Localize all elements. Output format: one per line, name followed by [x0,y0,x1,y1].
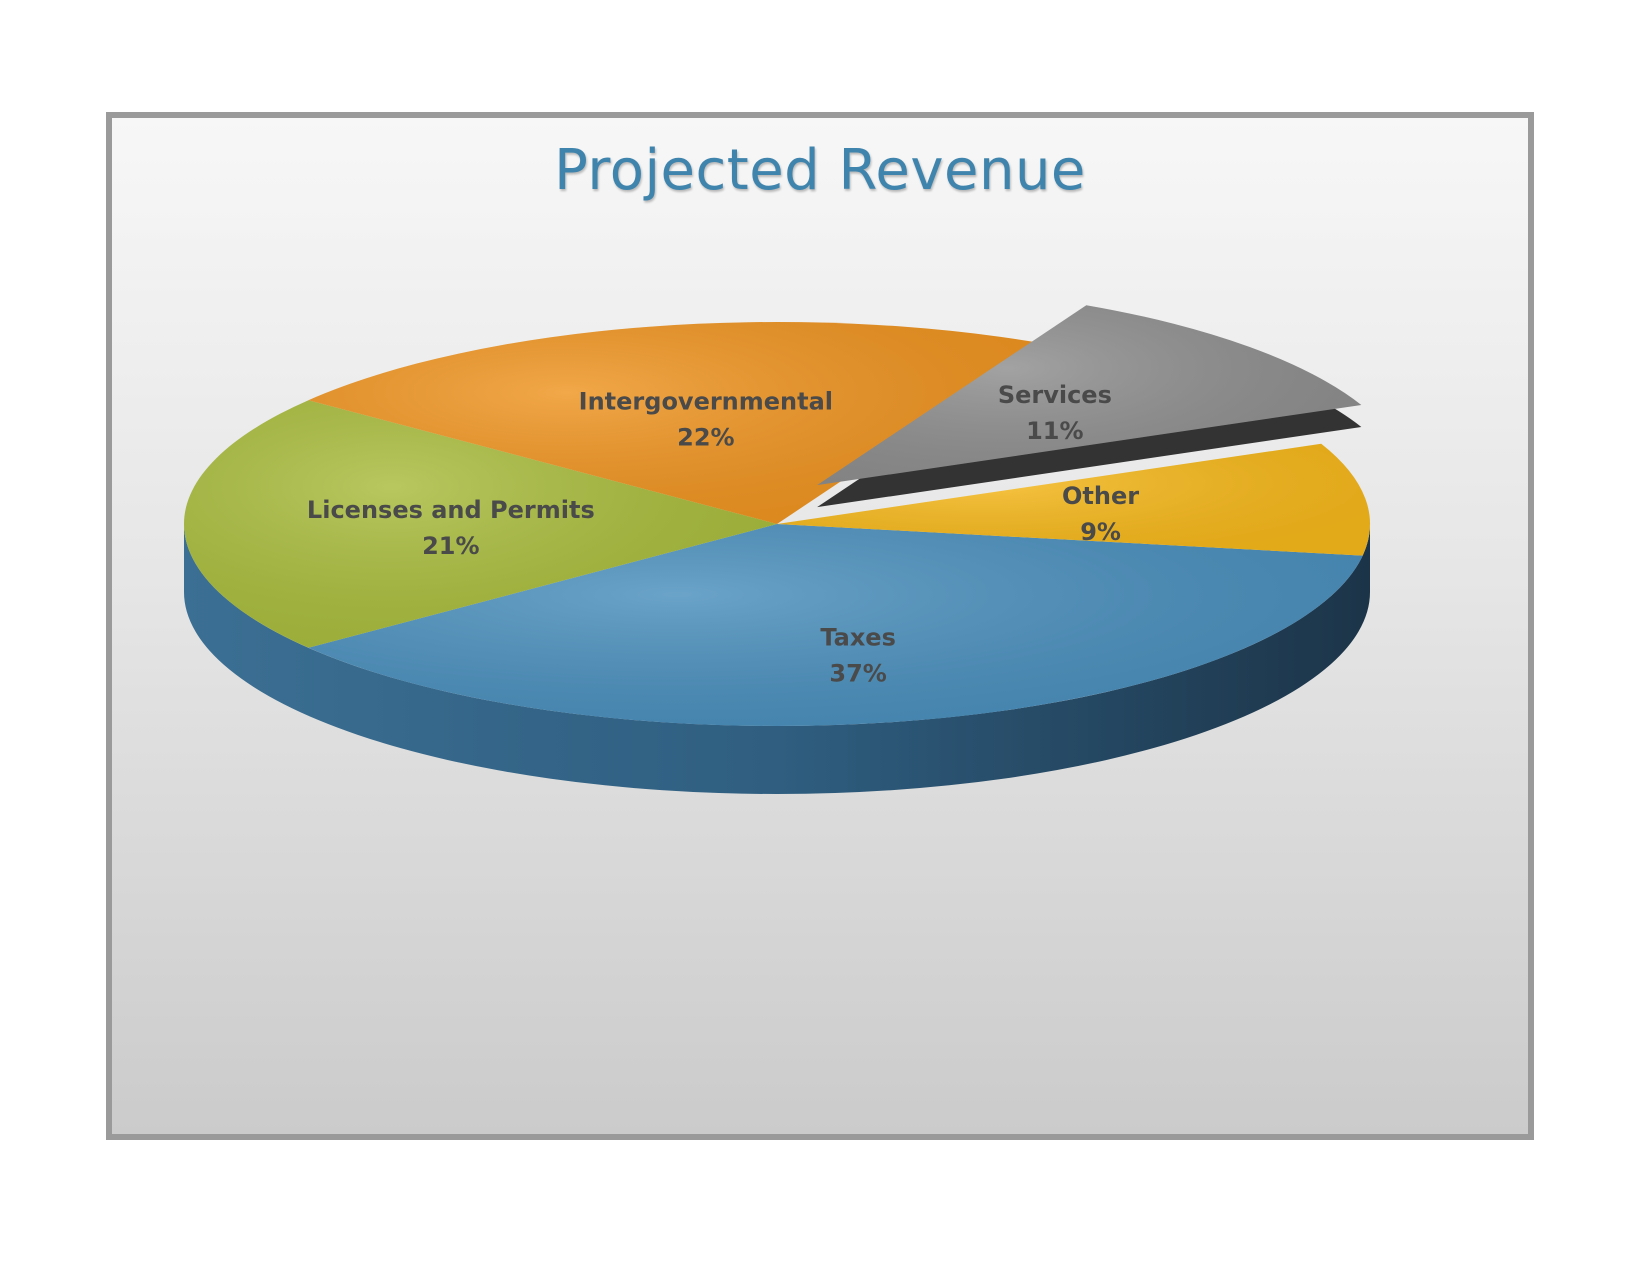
slice-label-percent: 21% [422,532,479,560]
slice-label-name: Licenses and Permits [307,496,595,524]
slice-label-percent: 22% [677,424,734,452]
pie-rim [184,524,1370,794]
chart-frame: Projected Revenue Taxes 37% Licenses and P… [106,112,1534,1140]
pie-chart: Taxes 37% Licenses and Permits 21% Intergove… [184,305,1370,794]
slice-label-name: Taxes [820,624,896,652]
pie-side [184,524,1370,794]
slice-label-percent: 37% [829,660,886,688]
slice-label-name: Other [1062,482,1139,510]
slice-label-percent: 9% [1080,518,1121,546]
chart-title: Projected Revenue [554,138,1086,203]
slice-label-name: Intergovernmental [579,388,833,416]
slice-label-name: Services [998,381,1112,409]
slice-label-percent: 11% [1026,417,1083,445]
